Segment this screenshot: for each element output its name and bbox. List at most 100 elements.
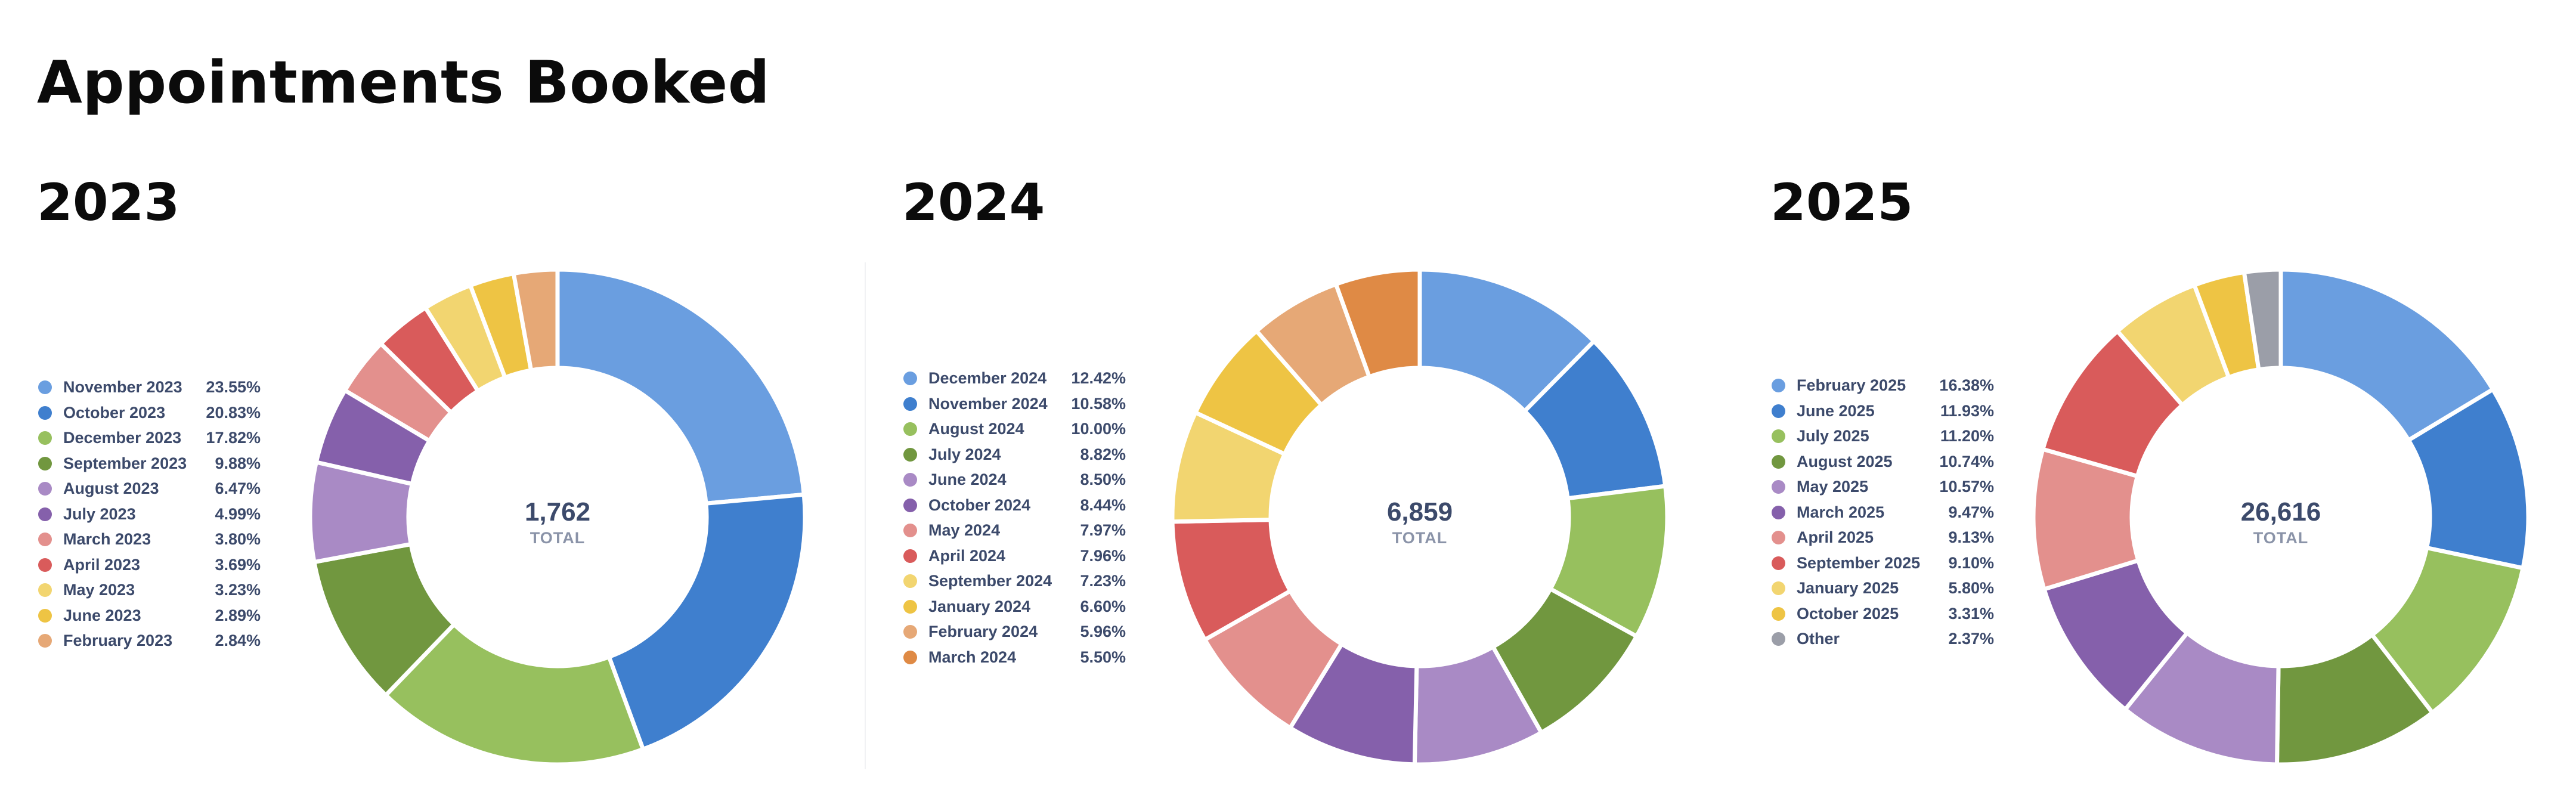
- legend-label: June 2025: [1797, 401, 1875, 420]
- legend-percent: 2.89%: [215, 606, 261, 624]
- legend-item: May 2025 10.57%: [1770, 474, 1997, 500]
- legend-percent: 5.96%: [1080, 623, 1126, 640]
- legend-label: June 2024: [928, 470, 1007, 488]
- legend-percent: 12.42%: [1071, 369, 1126, 387]
- legend-swatch: [1772, 454, 1785, 469]
- legend-item: February 2024 5.96%: [902, 619, 1129, 645]
- legend-swatch: [903, 625, 917, 639]
- legend-item: December 2024 12.42%: [902, 366, 1129, 391]
- legend-percent: 3.23%: [215, 581, 261, 599]
- legend-label: April 2025: [1797, 528, 1874, 546]
- legend-swatch: [1772, 606, 1785, 621]
- donut-slice: [555, 267, 806, 506]
- legend-label: February 2024: [928, 623, 1038, 640]
- donut-slice: [2278, 267, 2496, 442]
- legend-label: July 2023: [63, 504, 136, 523]
- legend-label: May 2023: [63, 581, 135, 599]
- legend-swatch: [38, 482, 52, 496]
- legend-label: June 2023: [63, 606, 141, 624]
- legend-label: November 2023: [63, 378, 182, 396]
- donut-total-value: 26,616: [2241, 497, 2321, 527]
- legend-swatch: [903, 574, 917, 588]
- legend-label: August 2025: [1797, 452, 1893, 470]
- legend-swatch: [903, 397, 917, 411]
- legend-item: July 2023 4.99%: [37, 502, 264, 527]
- legend-swatch: [38, 634, 52, 648]
- legend-item: July 2025 11.20%: [1770, 423, 1997, 449]
- legend-item: August 2023 6.47%: [37, 476, 264, 502]
- donut-slice: [383, 622, 645, 767]
- donut-total-label: TOTAL: [1392, 529, 1448, 547]
- legend-percent: 10.57%: [1939, 478, 1994, 496]
- legend-swatch: [38, 558, 52, 572]
- legend-label: September 2024: [928, 572, 1052, 590]
- legend-item: September 2023 9.88%: [37, 451, 264, 476]
- legend-label: February 2025: [1797, 376, 1906, 394]
- donut-total-label: TOTAL: [2253, 529, 2309, 547]
- donut-total-value: 1,762: [525, 497, 590, 527]
- legend-swatch: [38, 533, 52, 546]
- legend-label: January 2025: [1797, 579, 1899, 597]
- legend-item: October 2025 3.31%: [1770, 601, 1997, 627]
- legend-label: October 2023: [63, 403, 166, 422]
- donut-total-label: TOTAL: [530, 529, 586, 547]
- legend-item: October 2024 8.44%: [902, 493, 1129, 518]
- legend-swatch: [1772, 379, 1785, 392]
- legend-label: August 2024: [928, 420, 1024, 438]
- legend-item: April 2024 7.96%: [902, 543, 1129, 569]
- legend-percent: 8.82%: [1080, 445, 1126, 463]
- legend-percent: 7.23%: [1080, 572, 1126, 590]
- legend-percent: 6.47%: [215, 479, 261, 497]
- legend-percent: 10.58%: [1071, 394, 1126, 413]
- legend-label: August 2023: [63, 479, 159, 497]
- legend-item: March 2024 5.50%: [902, 645, 1129, 670]
- legend-percent: 9.47%: [1948, 503, 1994, 521]
- legend-swatch: [903, 422, 917, 436]
- legend-swatch: [903, 549, 917, 563]
- legend-item: August 2024 10.00%: [902, 416, 1129, 442]
- legend-percent: 10.00%: [1071, 420, 1126, 438]
- chart-legend: November 2023 23.55% October 2023 20.83% Dec…: [37, 374, 264, 654]
- legend-swatch: [1772, 429, 1785, 443]
- legend-item: June 2025 11.93%: [1770, 398, 1997, 424]
- legend-percent: 10.74%: [1939, 452, 1994, 470]
- chart-legend: February 2025 16.38% June 2025 11.93% July 2…: [1770, 373, 1997, 652]
- panel-divider: [865, 262, 866, 769]
- legend-label: Other: [1797, 630, 1840, 648]
- legend-item: May 2024 7.97%: [902, 518, 1129, 543]
- legend-item: September 2024 7.23%: [902, 568, 1129, 594]
- donut-slice: [511, 267, 560, 373]
- legend-label: September 2025: [1797, 553, 1921, 572]
- legend-item: January 2025 5.80%: [1770, 575, 1997, 601]
- donut-total-value: 6,859: [1387, 497, 1453, 527]
- legend-percent: 3.69%: [215, 555, 261, 574]
- legend-item: November 2023 23.55%: [37, 374, 264, 400]
- legend-item: October 2023 20.83%: [37, 400, 264, 426]
- legend-swatch: [903, 599, 917, 614]
- legend-item: June 2024 8.50%: [902, 467, 1129, 493]
- legend-label: July 2025: [1797, 427, 1869, 445]
- legend-item: January 2024 6.60%: [902, 594, 1129, 620]
- legend-item: August 2025 10.74%: [1770, 449, 1997, 475]
- legend-swatch: [38, 583, 52, 597]
- donut-chart: 6,859 TOTAL: [1170, 267, 1670, 767]
- chart-title: 2025: [1770, 173, 1914, 233]
- legend-item: March 2025 9.47%: [1770, 500, 1997, 525]
- legend-item: June 2023 2.89%: [37, 603, 264, 629]
- donut-slice: [606, 492, 807, 751]
- legend-label: October 2025: [1797, 604, 1899, 623]
- legend-label: October 2024: [928, 496, 1031, 514]
- legend-swatch: [38, 608, 52, 623]
- legend-percent: 7.96%: [1080, 546, 1126, 565]
- legend-swatch: [1772, 505, 1785, 519]
- legend-item: April 2023 3.69%: [37, 552, 264, 578]
- legend-swatch: [1772, 581, 1785, 595]
- legend-item: February 2025 16.38%: [1770, 373, 1997, 398]
- legend-swatch: [903, 524, 917, 537]
- legend-label: January 2024: [928, 597, 1031, 615]
- legend-percent: 3.31%: [1948, 604, 1994, 623]
- legend-swatch: [903, 498, 917, 512]
- chart-title: 2023: [37, 173, 180, 233]
- legend-percent: 9.10%: [1948, 553, 1994, 572]
- legend-percent: 20.83%: [206, 403, 261, 422]
